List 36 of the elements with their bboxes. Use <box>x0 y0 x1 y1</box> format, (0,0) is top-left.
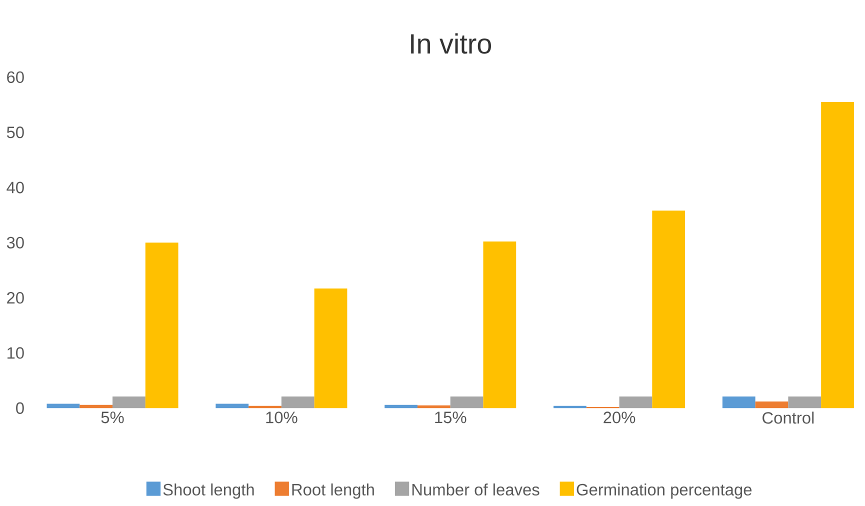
y-tick-label: 60 <box>7 71 24 83</box>
bar <box>554 406 586 408</box>
bar <box>314 288 348 408</box>
y-tick-label: 40 <box>6 182 24 194</box>
chart-title: In vitro <box>411 33 492 54</box>
bar <box>483 241 516 408</box>
legend-label: Germination percentage <box>576 483 752 499</box>
bar <box>145 242 178 408</box>
y-tick-label: 50 <box>6 126 24 138</box>
x-tick-label: 5% <box>101 412 124 424</box>
legend-label: Root length <box>292 483 374 499</box>
bar <box>788 396 822 408</box>
y-tick-label: 30 <box>6 236 24 248</box>
bar <box>281 396 314 408</box>
bar <box>450 396 484 408</box>
bar <box>821 102 854 408</box>
x-tick-label: 15% <box>435 412 466 424</box>
x-tick-label: Control <box>762 412 814 424</box>
x-tick-label: 10% <box>266 412 298 424</box>
bar <box>619 396 652 408</box>
bar <box>46 404 80 408</box>
bar <box>80 404 113 408</box>
bar <box>722 396 756 408</box>
y-tick-label: 10 <box>8 347 24 359</box>
legend-label: Number of leaves <box>412 483 540 496</box>
y-tick-label: 0 <box>16 402 24 414</box>
bar <box>216 404 249 408</box>
bar <box>652 210 686 408</box>
x-tick-label: 20% <box>604 412 636 424</box>
bar <box>112 396 146 408</box>
bar <box>755 401 788 408</box>
bar <box>248 406 282 408</box>
bar <box>417 405 450 408</box>
bar <box>384 404 418 408</box>
legend-label: Shoot length <box>163 483 254 499</box>
y-tick-label: 20 <box>7 292 24 304</box>
